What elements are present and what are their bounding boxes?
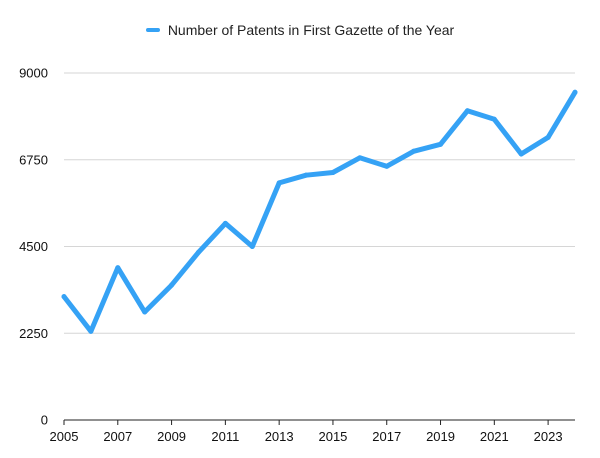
x-tick-label: 2007 [103, 429, 132, 444]
x-tick-label: 2015 [318, 429, 347, 444]
y-tick-label: 9000 [19, 66, 48, 81]
data-point [465, 108, 470, 113]
y-tick-label: 0 [41, 413, 48, 428]
x-tick-label: 2013 [265, 429, 294, 444]
data-point [196, 250, 201, 255]
x-tick-label: 2021 [480, 429, 509, 444]
series-layer [62, 90, 578, 334]
x-axis-ticks: 2005 2007 2009 2011 2013 2015 2017 2019 2021 2023 [50, 420, 563, 444]
data-point [62, 294, 67, 299]
data-point [492, 117, 497, 122]
y-axis-ticks: 0 2250 4500 6750 9000 [19, 66, 48, 428]
x-tick-label: 2011 [211, 429, 239, 444]
data-point [88, 329, 93, 334]
series-line [64, 92, 575, 331]
x-tick-label: 2009 [157, 429, 186, 444]
data-point [330, 170, 335, 175]
data-point [384, 164, 389, 169]
data-point [142, 310, 147, 315]
y-tick-label: 4500 [19, 239, 48, 254]
data-point [357, 155, 362, 160]
data-point [223, 221, 228, 226]
y-tick-label: 6750 [19, 152, 48, 167]
x-tick-label: 2023 [534, 429, 563, 444]
data-point [519, 151, 524, 156]
x-tick-label: 2005 [50, 429, 79, 444]
data-point [277, 180, 282, 185]
data-point [411, 149, 416, 154]
data-point [169, 283, 174, 288]
data-point [573, 90, 578, 95]
data-point [304, 173, 309, 178]
x-tick-label: 2017 [372, 429, 401, 444]
data-point [438, 142, 443, 147]
data-point [546, 135, 551, 140]
data-point [115, 265, 120, 270]
y-tick-label: 2250 [19, 326, 48, 341]
x-tick-label: 2019 [426, 429, 455, 444]
data-point [250, 244, 255, 249]
